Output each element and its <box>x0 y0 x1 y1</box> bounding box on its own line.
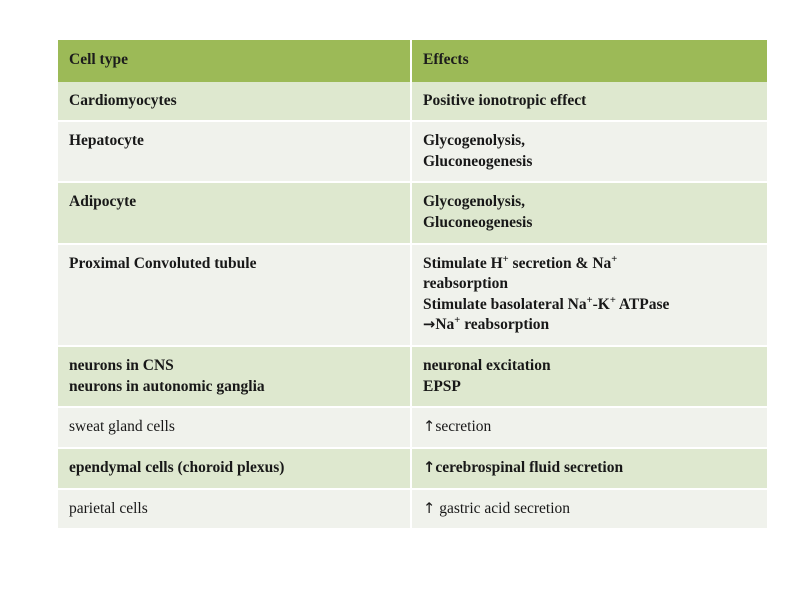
cell-type-cell-line: Adipocyte <box>69 193 137 211</box>
table-row: parietal cells ↑ gastric acid secretion <box>58 488 767 529</box>
cell-type-cell-line: neurons in CNS <box>69 357 174 375</box>
cell-type-cell: Adipocyte <box>58 182 412 245</box>
cell-type-cell-line: ependymal cells (choroid plexus) <box>69 458 285 476</box>
table-header: Cell type Effects <box>58 40 767 82</box>
table-row: Cardiomyocytes Positive ionotropic effect <box>58 81 767 123</box>
table-row: ependymal cells (choroid plexus) ↑cerebro… <box>58 447 767 490</box>
effects-cell-line: ↑secretion <box>423 418 492 436</box>
effects-cell-line: Glycogenolysis, <box>423 132 526 150</box>
effects-cell: Stimulate H+ secretion & Na+ reabsorption… <box>411 243 767 348</box>
table-row: neurons in CNS neurons in autonomic gangl… <box>58 346 767 409</box>
cell-type-cell-line: parietal cells <box>69 499 148 517</box>
cell-type-cell: neurons in CNS neurons in autonomic gangl… <box>58 346 412 409</box>
cell-type-cell: ependymal cells (choroid plexus) <box>58 447 412 490</box>
effects-cell: Positive ionotropic effect <box>411 81 767 123</box>
cell-type-effects-table: Cell type Effects Cardiomyocytes Positive… <box>58 40 767 529</box>
effects-cell-line: →Na+ reabsorption <box>423 315 550 334</box>
cell-type-cell: sweat gland cells <box>58 407 412 449</box>
table-row: sweat gland cells ↑secretion <box>58 407 767 449</box>
effects-cell: ↑cerebrospinal fluid secretion <box>411 447 767 490</box>
table-row: Adipocyte Glycogenolysis, Gluconeogenesis <box>58 182 767 245</box>
effects-cell: ↑ gastric acid secretion <box>411 489 767 529</box>
table-row: Hepatocyte Glycogenolysis, Gluconeogenesis <box>58 121 767 184</box>
effects-cell: ↑secretion <box>411 407 767 449</box>
effects-cell-line: ↑cerebrospinal fluid secretion <box>423 458 624 476</box>
effects-cell-line: reabsorption <box>423 275 508 293</box>
effects-cell-line: Positive ionotropic effect <box>423 91 587 109</box>
effects-cell-line: Stimulate basolateral Na+-K+ ATPase <box>423 294 670 313</box>
cell-type-cell-line: Cardiomyocytes <box>69 91 177 109</box>
effects-cell-line: ↑ gastric acid secretion <box>423 499 571 517</box>
effects-cell-line: Stimulate H+ secretion & Na+ <box>423 253 618 272</box>
cell-type-cell: parietal cells <box>58 488 412 529</box>
effects-cell-line: EPSP <box>423 377 461 395</box>
column-header-effects: Effects <box>423 51 469 68</box>
column-header-cell-type: Cell type <box>58 40 412 82</box>
table-header-row: Cell type Effects <box>58 40 767 82</box>
cell-type-cell: Cardiomyocytes <box>58 81 412 123</box>
cell-type-cell-line: Proximal Convoluted tubule <box>69 254 257 272</box>
cell-type-cell: Proximal Convoluted tubule <box>58 243 412 348</box>
cell-type-cell-line: sweat gland cells <box>69 418 175 436</box>
effects-cell: Glycogenolysis, Gluconeogenesis <box>411 121 767 184</box>
effects-cell-line: Glycogenolysis, <box>423 193 526 211</box>
table-body: Cardiomyocytes Positive ionotropic effect… <box>58 81 767 529</box>
table-row: Proximal Convoluted tubule Stimulate H+ s… <box>58 243 767 348</box>
cell-type-cell-line: Hepatocyte <box>69 132 144 150</box>
effects-cell: neuronal excitation EPSP <box>411 346 767 409</box>
effects-cell: Glycogenolysis, Gluconeogenesis <box>411 182 767 245</box>
effects-cell-line: neuronal excitation <box>423 357 551 375</box>
effects-cell-line: Gluconeogenesis <box>423 152 533 170</box>
cell-type-cell: Hepatocyte <box>58 121 412 184</box>
effects-cell-line: Gluconeogenesis <box>423 214 533 232</box>
cell-type-cell-line: neurons in autonomic ganglia <box>69 377 265 395</box>
